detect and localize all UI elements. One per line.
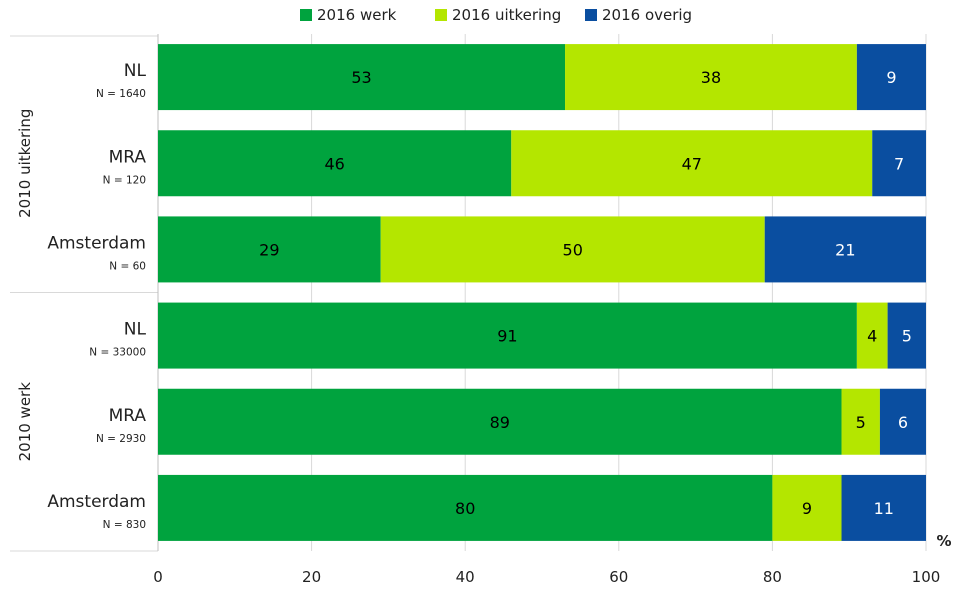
row-n-label: N = 120 xyxy=(103,174,146,186)
x-tick-label: 40 xyxy=(456,568,475,586)
bar-value-label: 4 xyxy=(867,327,877,346)
bar-value-label: 38 xyxy=(701,68,721,87)
row-n-label: N = 830 xyxy=(103,519,146,531)
legend-label: 2016 werk xyxy=(317,6,397,24)
bar-value-label: 21 xyxy=(835,240,855,259)
bar-segment xyxy=(887,302,926,369)
bar-segment xyxy=(841,474,926,541)
bar-segment xyxy=(380,216,765,283)
bar-value-label: 5 xyxy=(856,413,866,432)
group-label: 2010 uitkering xyxy=(16,109,34,218)
row-label: NL xyxy=(124,320,147,340)
bar-segment xyxy=(841,388,880,455)
bar-value-label: 46 xyxy=(324,154,344,173)
row-label: MRA xyxy=(109,147,147,167)
bar-value-label: 53 xyxy=(351,68,371,87)
x-tick-label: 60 xyxy=(609,568,628,586)
bar-segment xyxy=(565,44,857,111)
bar-segment xyxy=(872,130,926,197)
legend-label: 2016 overig xyxy=(602,6,692,24)
bar-segment xyxy=(772,474,842,541)
bar-segment xyxy=(764,216,926,283)
bar-value-label: 47 xyxy=(682,154,702,173)
bar-segment xyxy=(511,130,873,197)
bar-segment xyxy=(158,216,381,283)
row-label: MRA xyxy=(109,406,147,426)
row-n-label: N = 2930 xyxy=(96,433,146,445)
bar-segment xyxy=(158,302,857,369)
legend-label: 2016 uitkering xyxy=(452,6,561,24)
bar-value-label: 9 xyxy=(886,68,896,87)
row-n-label: N = 33000 xyxy=(89,347,146,359)
legend-swatch xyxy=(585,9,597,21)
bar-value-label: 91 xyxy=(497,327,517,346)
bar-value-label: 5 xyxy=(902,327,912,346)
row-n-label: N = 60 xyxy=(109,260,146,272)
row-label: Amsterdam xyxy=(47,492,146,512)
x-tick-label: 0 xyxy=(153,568,163,586)
bar-value-label: 80 xyxy=(455,499,475,518)
bar-segment xyxy=(856,44,926,111)
x-tick-label: 80 xyxy=(763,568,782,586)
legend-swatch xyxy=(435,9,447,21)
bar-segment xyxy=(879,388,926,455)
bar-value-label: 7 xyxy=(894,154,904,173)
bar-value-label: 11 xyxy=(874,499,894,518)
row-label: NL xyxy=(124,61,147,81)
x-unit-label: % xyxy=(936,532,951,550)
x-tick-label: 100 xyxy=(912,568,941,586)
legend-swatch xyxy=(300,9,312,21)
bar-value-label: 29 xyxy=(259,240,279,259)
row-n-label: N = 1640 xyxy=(96,88,146,100)
bar-segment xyxy=(158,44,566,111)
bar-segment xyxy=(158,474,773,541)
bar-segment xyxy=(158,388,842,455)
bar-value-label: 89 xyxy=(490,413,510,432)
x-tick-label: 20 xyxy=(302,568,321,586)
row-label: Amsterdam xyxy=(47,233,146,253)
bar-segment xyxy=(856,302,888,369)
bar-value-label: 6 xyxy=(898,413,908,432)
bar-value-label: 50 xyxy=(563,240,583,259)
group-label: 2010 werk xyxy=(16,382,34,462)
bar-value-label: 9 xyxy=(802,499,812,518)
bar-segment xyxy=(158,130,512,197)
